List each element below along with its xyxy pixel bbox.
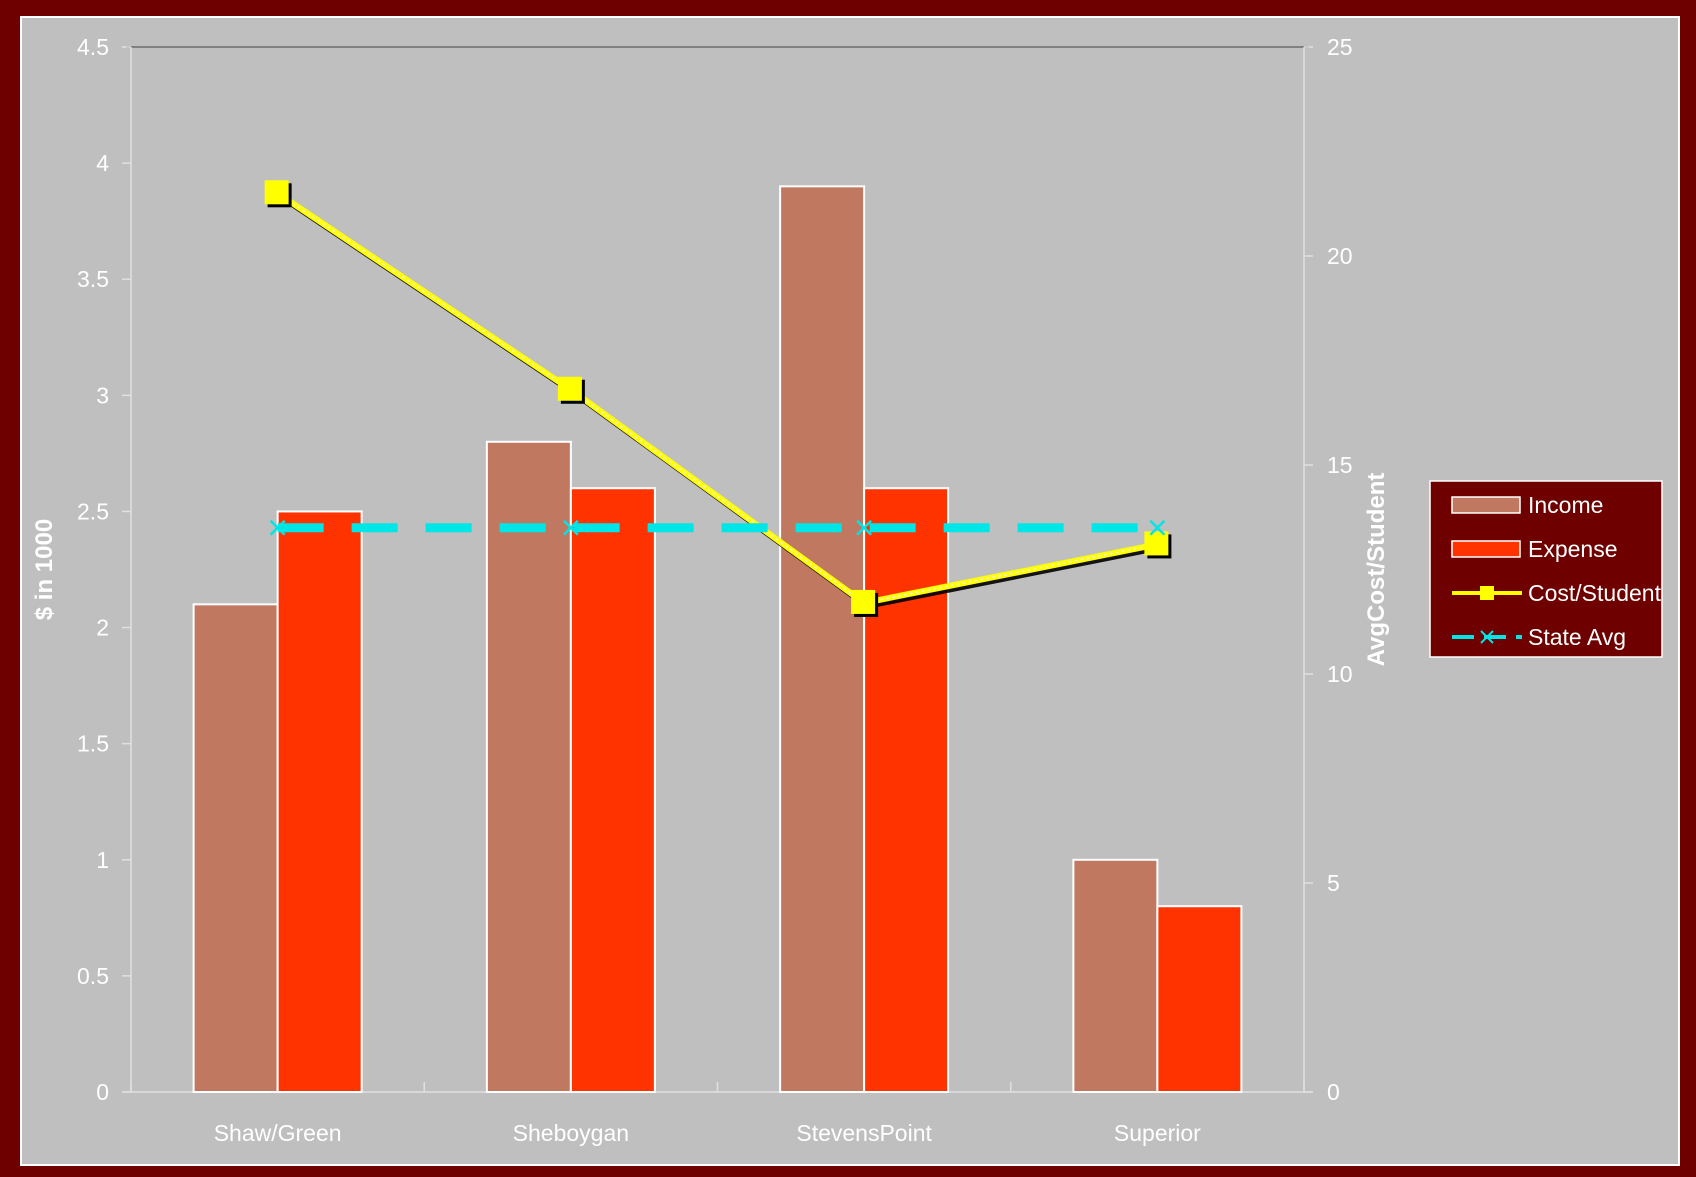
legend-swatch-income bbox=[1451, 496, 1521, 514]
marker-square bbox=[557, 376, 582, 401]
bar-expense bbox=[276, 510, 363, 1093]
y-tick-label: 2.5 bbox=[77, 498, 109, 524]
series-line bbox=[275, 190, 1158, 607]
x-tick-label: Shaw/Green bbox=[214, 1120, 342, 1146]
legend-label: Expense bbox=[1528, 536, 1618, 562]
y-tick-label: 3 bbox=[96, 382, 109, 408]
marker-x bbox=[856, 519, 873, 536]
y-tick-label: 4 bbox=[96, 150, 109, 176]
y-tick-label: 0 bbox=[96, 1079, 109, 1105]
y2-tick-label: 0 bbox=[1327, 1079, 1340, 1105]
legend-label: State Avg bbox=[1528, 624, 1626, 650]
y-tick-label: 1.5 bbox=[77, 731, 109, 757]
legend-item: Income bbox=[1451, 492, 1603, 518]
bar-income bbox=[485, 440, 572, 1093]
legend-item: Expense bbox=[1451, 536, 1618, 562]
legend-swatch-expense bbox=[1451, 540, 1521, 558]
y-axis-title: $ in 1000 bbox=[31, 519, 58, 620]
bar-series bbox=[192, 185, 1243, 1094]
legend-item: Cost/Student bbox=[1452, 580, 1662, 606]
line-series-state-avg bbox=[269, 519, 1166, 536]
bar-income bbox=[779, 185, 866, 1094]
legend-swatch-marker bbox=[1480, 630, 1494, 644]
legend: Income Expense Cost/Student State Avg bbox=[1429, 480, 1663, 658]
bar-income bbox=[1072, 858, 1159, 1093]
bar-income bbox=[192, 603, 279, 1093]
y2-tick-label: 10 bbox=[1327, 661, 1353, 687]
line-series-cost-student bbox=[264, 180, 1172, 617]
y-tick-label: 2 bbox=[96, 615, 109, 641]
bar-expense bbox=[863, 487, 950, 1093]
legend-item: State Avg bbox=[1452, 624, 1626, 650]
bar-expense bbox=[1156, 905, 1243, 1093]
bar-expense bbox=[569, 487, 656, 1093]
y2-tick-label: 20 bbox=[1327, 243, 1353, 269]
y2-tick-label: 25 bbox=[1327, 34, 1353, 60]
marker-x bbox=[269, 519, 286, 536]
x-tick-label: Sheboygan bbox=[513, 1120, 629, 1146]
series-line-highlight bbox=[277, 192, 1158, 604]
y-tick-label: 3.5 bbox=[77, 266, 109, 292]
marker-x bbox=[562, 519, 579, 536]
x-tick-label: StevensPoint bbox=[796, 1120, 932, 1146]
y-tick-label: 1 bbox=[96, 847, 109, 873]
legend-label: Income bbox=[1528, 492, 1603, 518]
y2-tick-label: 5 bbox=[1327, 870, 1340, 896]
legend-swatch-marker bbox=[1480, 586, 1494, 600]
y-tick-label: 0.5 bbox=[77, 963, 109, 989]
legend-label: Cost/Student bbox=[1528, 580, 1662, 606]
y2-tick-label: 15 bbox=[1327, 452, 1353, 478]
marker-square bbox=[264, 180, 289, 205]
axes: 0 0.5 1 1.5 2 2.5 3 3.5 4 4.5 0 5 10 15 20 25 Shaw/Green… bbox=[31, 34, 1390, 1146]
y-tick-label: 4.5 bbox=[77, 34, 109, 60]
series-line-shadow bbox=[278, 193, 1161, 610]
marker-square bbox=[851, 589, 876, 614]
marker-x bbox=[1149, 519, 1166, 536]
marker-square bbox=[1144, 531, 1169, 556]
x-tick-label: Superior bbox=[1114, 1120, 1201, 1146]
y2-axis-title: AvgCost/Student bbox=[1363, 473, 1390, 667]
